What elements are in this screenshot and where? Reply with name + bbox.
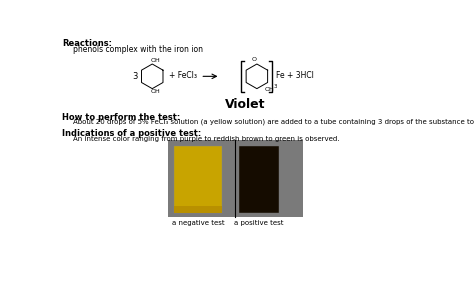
Text: How to perform the test:: How to perform the test: <box>63 112 181 122</box>
Text: phenols complex with the iron ion: phenols complex with the iron ion <box>73 45 203 54</box>
Text: Fe + 3HCl: Fe + 3HCl <box>276 71 314 80</box>
Text: Reactions:: Reactions: <box>63 38 112 48</box>
Bar <box>168 140 303 217</box>
Text: Indications of a positive test:: Indications of a positive test: <box>63 129 201 139</box>
Text: An intense color ranging from purple to reddish brown to green is observed.: An intense color ranging from purple to … <box>73 136 340 141</box>
Text: 3: 3 <box>132 72 137 81</box>
Bar <box>239 146 279 213</box>
Text: a positive test: a positive test <box>235 220 284 226</box>
Text: a negative test: a negative test <box>172 220 224 226</box>
Text: OH: OH <box>150 89 160 94</box>
Text: 3: 3 <box>273 84 277 89</box>
Text: + FeCl₃: + FeCl₃ <box>169 71 197 80</box>
Bar <box>174 146 222 213</box>
Text: Violet: Violet <box>225 98 265 111</box>
Text: O: O <box>252 57 257 62</box>
Text: OH: OH <box>264 87 274 92</box>
Bar <box>174 206 222 213</box>
Text: OH: OH <box>150 58 160 63</box>
Text: About 20 drops of 5% FeCl₃ solution (a yellow solution) are added to a tube cont: About 20 drops of 5% FeCl₃ solution (a y… <box>73 119 474 125</box>
